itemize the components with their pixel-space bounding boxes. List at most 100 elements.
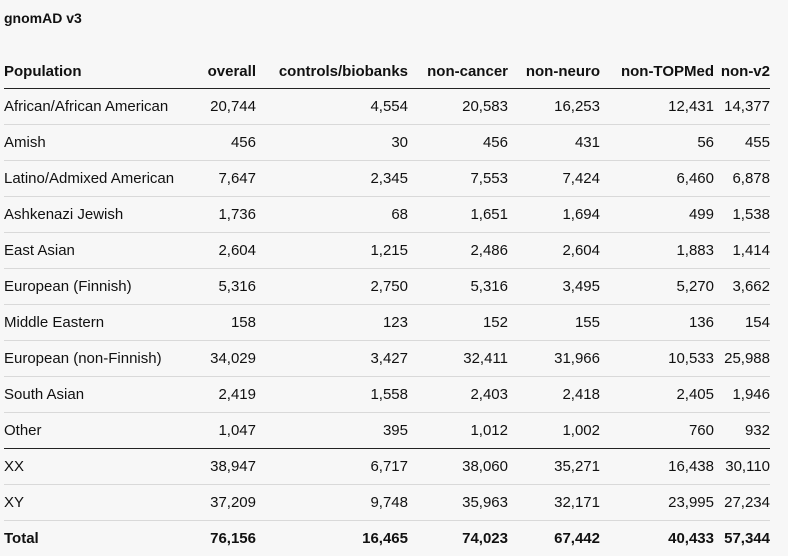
cell-overall: 2,419 [196,377,256,413]
cell-overall: 20,744 [196,89,256,125]
cell-non-neuro: 155 [508,305,600,341]
cell-overall: 5,316 [196,269,256,305]
cell-controls-biobanks: 4,554 [256,89,408,125]
cell-non-neuro: 1,002 [508,413,600,449]
header-controls-biobanks: controls/biobanks [256,54,408,89]
total-cell-non-topmed: 40,433 [600,521,714,556]
cell-population: East Asian [4,233,196,269]
cell-non-topmed: 6,460 [600,161,714,197]
cell-controls-biobanks: 6,717 [256,449,408,485]
cell-population: Other [4,413,196,449]
cell-overall: 37,209 [196,485,256,521]
cell-non-v2: 154 [714,305,770,341]
cell-non-cancer: 456 [408,125,508,161]
cell-controls-biobanks: 68 [256,197,408,233]
cell-population: XY [4,485,196,521]
cell-non-v2: 25,988 [714,341,770,377]
cell-non-cancer: 1,012 [408,413,508,449]
cell-non-v2: 1,538 [714,197,770,233]
cell-controls-biobanks: 395 [256,413,408,449]
cell-non-neuro: 7,424 [508,161,600,197]
cell-population: Amish [4,125,196,161]
cell-non-topmed: 23,995 [600,485,714,521]
cell-overall: 456 [196,125,256,161]
cell-non-topmed: 10,533 [600,341,714,377]
cell-non-topmed: 56 [600,125,714,161]
cell-controls-biobanks: 9,748 [256,485,408,521]
table-header-row: Population overall controls/biobanks non… [4,54,770,89]
cell-non-cancer: 2,486 [408,233,508,269]
cell-non-topmed: 1,883 [600,233,714,269]
cell-overall: 1,736 [196,197,256,233]
cell-population: Middle Eastern [4,305,196,341]
cell-non-topmed: 136 [600,305,714,341]
cell-non-cancer: 2,403 [408,377,508,413]
cell-non-cancer: 38,060 [408,449,508,485]
cell-non-cancer: 35,963 [408,485,508,521]
cell-non-neuro: 16,253 [508,89,600,125]
cell-population: South Asian [4,377,196,413]
cell-non-topmed: 760 [600,413,714,449]
cell-population: Ashkenazi Jewish [4,197,196,233]
cell-non-cancer: 1,651 [408,197,508,233]
header-population: Population [4,54,196,89]
cell-non-v2: 14,377 [714,89,770,125]
cell-non-neuro: 31,966 [508,341,600,377]
cell-non-cancer: 20,583 [408,89,508,125]
cell-overall: 158 [196,305,256,341]
cell-non-neuro: 2,604 [508,233,600,269]
cell-non-cancer: 152 [408,305,508,341]
cell-non-neuro: 35,271 [508,449,600,485]
cell-non-v2: 30,110 [714,449,770,485]
cell-population: Latino/Admixed American [4,161,196,197]
total-cell-population: Total [4,521,196,556]
total-cell-non-neuro: 67,442 [508,521,600,556]
cell-controls-biobanks: 1,558 [256,377,408,413]
cell-non-cancer: 32,411 [408,341,508,377]
cell-non-v2: 1,946 [714,377,770,413]
cell-population: European (non-Finnish) [4,341,196,377]
cell-controls-biobanks: 1,215 [256,233,408,269]
cell-non-neuro: 2,418 [508,377,600,413]
cell-overall: 34,029 [196,341,256,377]
cell-non-v2: 6,878 [714,161,770,197]
total-cell-non-cancer: 74,023 [408,521,508,556]
cell-non-cancer: 7,553 [408,161,508,197]
cell-non-neuro: 1,694 [508,197,600,233]
cell-overall: 7,647 [196,161,256,197]
cell-non-neuro: 431 [508,125,600,161]
total-cell-non-v2: 57,344 [714,521,770,556]
cell-overall: 38,947 [196,449,256,485]
page-title: gnomAD v3 [4,8,788,28]
cell-non-cancer: 5,316 [408,269,508,305]
total-cell-overall: 76,156 [196,521,256,556]
cell-controls-biobanks: 3,427 [256,341,408,377]
cell-non-v2: 932 [714,413,770,449]
header-non-neuro: non-neuro [508,54,600,89]
cell-non-topmed: 16,438 [600,449,714,485]
cell-non-v2: 455 [714,125,770,161]
header-non-cancer: non-cancer [408,54,508,89]
cell-non-topmed: 5,270 [600,269,714,305]
cell-controls-biobanks: 2,750 [256,269,408,305]
header-non-v2: non-v2 [714,54,770,89]
cell-population: African/African American [4,89,196,125]
population-table: Population overall controls/biobanks non… [4,54,770,556]
header-non-topmed: non-TOPMed [600,54,714,89]
cell-controls-biobanks: 123 [256,305,408,341]
header-overall: overall [196,54,256,89]
cell-population: XX [4,449,196,485]
